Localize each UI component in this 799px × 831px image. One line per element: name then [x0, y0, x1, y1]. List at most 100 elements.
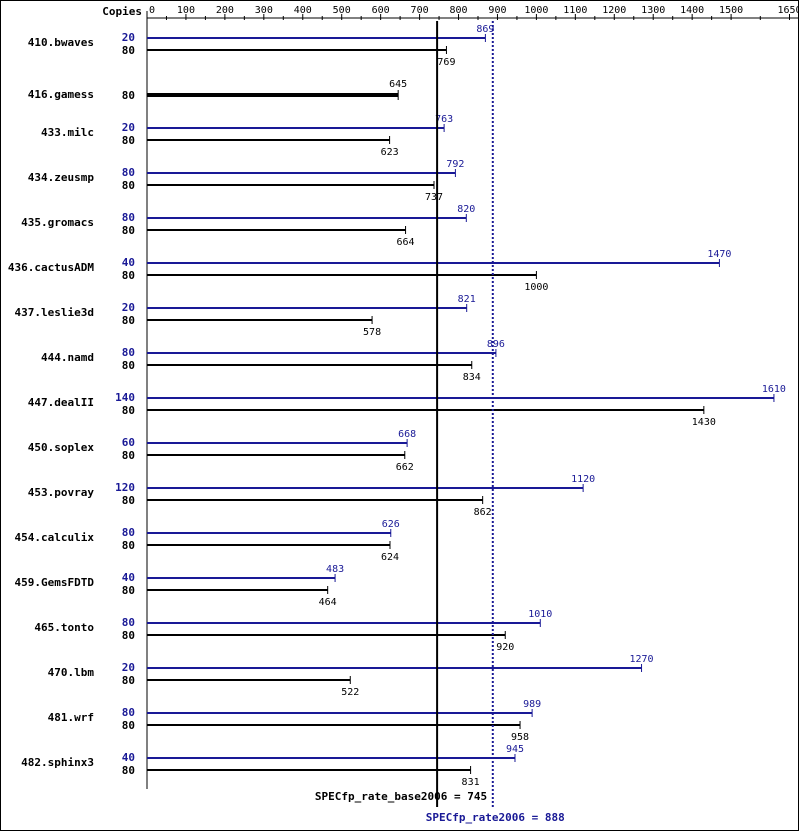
peak-copies: 80 [122, 706, 135, 719]
peak-copies: 120 [115, 481, 135, 494]
benchmark-label: 454.calculix [15, 531, 95, 544]
base-value-label: 862 [474, 507, 492, 518]
benchmark-label: 465.tonto [34, 621, 94, 634]
peak-copies: 40 [122, 571, 135, 584]
base-copies: 80 [122, 134, 135, 147]
x-tick-label: 200 [216, 5, 234, 16]
peak-copies: 80 [122, 166, 135, 179]
base-copies: 80 [122, 404, 135, 417]
base-copies: 80 [122, 89, 135, 102]
base-value-label: 1430 [692, 417, 716, 428]
peak-value-label: 668 [398, 429, 416, 440]
base-copies: 80 [122, 539, 135, 552]
base-value-label: 920 [496, 642, 514, 653]
x-tick-label: 1300 [641, 5, 665, 16]
benchmark-label: 416.gamess [28, 88, 94, 101]
benchmark-label: 437.leslie3d [15, 306, 94, 319]
benchmark-label: 450.soplex [28, 441, 95, 454]
base-copies: 80 [122, 764, 135, 777]
base-copies: 80 [122, 494, 135, 507]
peak-copies: 80 [122, 211, 135, 224]
peak-value-label: 626 [382, 519, 400, 530]
peak-copies: 60 [122, 436, 135, 449]
benchmark-label: 410.bwaves [28, 36, 94, 49]
base-copies: 80 [122, 224, 135, 237]
x-tick-label: 100 [177, 5, 195, 16]
base-copies: 80 [122, 674, 135, 687]
benchmark-label: 435.gromacs [21, 216, 94, 229]
peak-value-label: 1120 [571, 474, 595, 485]
reference-lines: SPECfp_rate_base2006 = 745 SPECfp_rate200… [315, 21, 565, 824]
base-copies: 80 [122, 44, 135, 57]
base-value-label: 645 [389, 79, 407, 90]
benchmark-label: 453.povray [28, 486, 95, 499]
benchmark-label: 482.sphinx3 [21, 756, 94, 769]
x-tick-label: 400 [294, 5, 312, 16]
x-axis: 0 100 200 300 400 500 600 700 800 900 1000 1100 1200… [146, 5, 798, 789]
peak-value-label: 821 [458, 294, 476, 305]
x-tick-label: 0 [149, 5, 155, 16]
peak-value-label: 869 [476, 24, 494, 35]
x-tick-label: 300 [255, 5, 273, 16]
base-reference-label: SPECfp_rate_base2006 = 745 [315, 790, 487, 803]
peak-copies: 40 [122, 256, 135, 269]
peak-value-label: 1610 [762, 384, 786, 395]
x-tick-label: 800 [449, 5, 467, 16]
peak-copies: 140 [115, 391, 135, 404]
base-value-label: 831 [462, 777, 480, 788]
base-value-label: 1000 [524, 282, 548, 293]
peak-value-label: 763 [435, 114, 453, 125]
x-tick-label: 1650 [777, 5, 798, 16]
base-value-label: 624 [381, 552, 399, 563]
base-copies: 80 [122, 584, 135, 597]
base-copies: 80 [122, 449, 135, 462]
base-value-label: 464 [319, 597, 337, 608]
base-value-label: 578 [363, 327, 381, 338]
peak-value-label: 1470 [707, 249, 731, 260]
bars: 410.bwaves 20 869 80 769 416.gamess 80 645 433.m… [8, 24, 786, 788]
peak-value-label: 820 [457, 204, 475, 215]
x-tick-label: 1200 [602, 5, 626, 16]
benchmark-label: 433.milc [41, 126, 94, 139]
peak-value-label: 1270 [629, 654, 653, 665]
peak-copies: 80 [122, 346, 135, 359]
base-copies: 80 [122, 179, 135, 192]
benchmark-label: 447.dealII [28, 396, 94, 409]
peak-value-label: 483 [326, 564, 344, 575]
peak-value-label: 945 [506, 744, 524, 755]
base-copies: 80 [122, 629, 135, 642]
benchmark-label: 444.namd [41, 351, 94, 364]
base-value-label: 664 [397, 237, 415, 248]
benchmark-label: 481.wrf [48, 711, 94, 724]
x-tick-label: 1500 [719, 5, 743, 16]
peak-copies: 40 [122, 751, 135, 764]
base-value-label: 834 [463, 372, 481, 383]
peak-value-label: 1010 [528, 609, 552, 620]
x-tick-label: 700 [411, 5, 429, 16]
peak-copies: 80 [122, 526, 135, 539]
benchmark-label: 470.lbm [48, 666, 95, 679]
x-tick-label: 500 [333, 5, 351, 16]
base-value-label: 737 [425, 192, 443, 203]
base-value-label: 958 [511, 732, 529, 743]
peak-copies: 20 [122, 121, 135, 134]
peak-value-label: 989 [523, 699, 541, 710]
x-tick-label: 1400 [680, 5, 704, 16]
x-tick-label: 900 [488, 5, 506, 16]
peak-value-label: 792 [446, 159, 464, 170]
peak-copies: 20 [122, 661, 135, 674]
x-axis-label: Copies [102, 5, 142, 18]
base-copies: 80 [122, 269, 135, 282]
base-value-label: 662 [396, 462, 414, 473]
base-value-label: 522 [341, 687, 359, 698]
base-copies: 80 [122, 719, 135, 732]
peak-copies: 80 [122, 616, 135, 629]
peak-copies: 20 [122, 31, 135, 44]
base-copies: 80 [122, 359, 135, 372]
benchmark-label: 434.zeusmp [28, 171, 95, 184]
benchmark-label: 436.cactusADM [8, 261, 94, 274]
base-value-label: 623 [381, 147, 399, 158]
peak-value-label: 896 [487, 339, 505, 350]
